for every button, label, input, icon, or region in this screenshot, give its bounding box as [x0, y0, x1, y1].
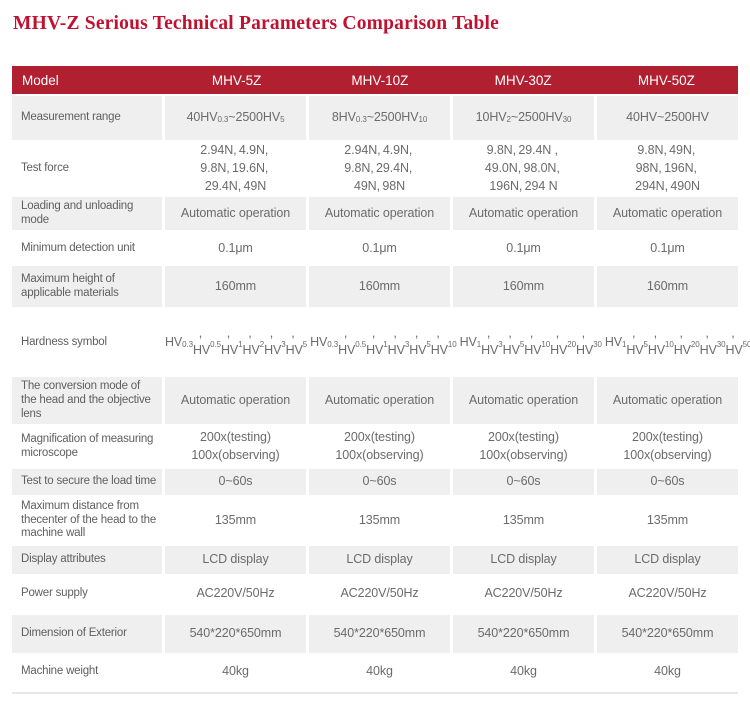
cell-value: Automatic operation — [309, 377, 450, 425]
row-label: The conversion mode of the head and the … — [12, 377, 162, 425]
cell-value: AC220V/50Hz — [597, 575, 738, 613]
cell-value: 0.1μm — [165, 232, 306, 265]
table-row: Display attributes LCD display LCD display… — [12, 545, 738, 574]
cell-value: 135mm — [309, 497, 450, 544]
table-row: Maximum distance from thecenter of the h… — [12, 497, 738, 544]
table-row: Measurement range 40HV 0.3 ~2500HV 5 8HV 0.3 ~2… — [12, 96, 738, 140]
table-body: Measurement range 40HV 0.3 ~2500HV 5 8HV 0.3 ~2… — [12, 96, 750, 690]
table-row: Dimension of Exterior 540*220*650mm 540*22… — [12, 614, 738, 653]
cell-value: 40kg — [309, 654, 450, 690]
row-label: Test force — [12, 142, 162, 196]
cell-value: 0~60s — [165, 469, 306, 496]
cell-value: 200x(testing) 100x(observing) — [165, 426, 306, 468]
row-label: Test to secure the load time — [12, 469, 162, 496]
cell-value: 540*220*650mm — [165, 614, 306, 653]
row-label: Loading and unloading mode — [12, 197, 162, 231]
cell-value: 135mm — [453, 497, 594, 544]
column-header: MHV-30Z — [494, 72, 552, 88]
cell-value: 540*220*650mm — [453, 614, 594, 653]
cell-value: 2.94N, 4.9N, 9.8N, 19.6N, 29.4N, 49N — [165, 142, 306, 196]
cell-value: Automatic operation — [165, 377, 306, 425]
cell-value: LCD display — [309, 545, 450, 574]
table-row: Power supply AC220V/50Hz AC220V/50Hz AC220V… — [12, 575, 738, 613]
cell-value: 9.8N, 29.4N , 49.0N, 98.0N, 196N, 294 N — [453, 142, 594, 196]
row-label: Dimension of Exterior — [12, 614, 162, 653]
row-label: Maximum height of applicable materials — [12, 266, 162, 308]
cell-value: HV 1, HV 5, HV 10, HV 20, HV 30, HV 50 — [604, 309, 750, 376]
cell-value: 200x(testing) 100x(observing) — [597, 426, 738, 468]
row-label: Display attributes — [12, 545, 162, 574]
cell-value: 160mm — [165, 266, 306, 308]
cell-value: AC220V/50Hz — [453, 575, 594, 613]
cell-value: 200x(testing) 100x(observing) — [309, 426, 450, 468]
cell-value: LCD display — [453, 545, 594, 574]
row-label: Measurement range — [12, 96, 162, 140]
cell-value: LCD display — [165, 545, 306, 574]
comparison-table: Model MHV-5Z MHV-10Z MHV-30Z MHV-50Z Measure… — [12, 66, 750, 694]
cell-value: 0~60s — [453, 469, 594, 496]
cell-value: 135mm — [597, 497, 738, 544]
cell-value: 8HV 0.3 ~2500HV 10 — [309, 96, 450, 140]
row-label: Power supply — [12, 575, 162, 613]
cell-value: 200x(testing) 100x(observing) — [453, 426, 594, 468]
cell-value: 40kg — [597, 654, 738, 690]
table-row: Hardness symbol HV 0.3, HV 0.5, HV 1, HV 2, H… — [12, 309, 750, 376]
cell-value: 540*220*650mm — [309, 614, 450, 653]
cell-value: 0.1μm — [453, 232, 594, 265]
table-row: Maximum height of applicable materials 16… — [12, 266, 738, 308]
cell-value: Automatic operation — [309, 197, 450, 231]
cell-value: 160mm — [597, 266, 738, 308]
cell-value: HV 0.3, HV 0.5, HV 1, HV 3, HV 5, HV 10 — [310, 309, 457, 376]
row-label: Maximum distance from thecenter of the h… — [12, 497, 162, 544]
cell-value: 9.8N, 49N, 98N, 196N, 294N, 490N — [597, 142, 738, 196]
cell-value: 135mm — [165, 497, 306, 544]
table-row: Machine weight 40kg 40kg 40kg 40kg — [12, 654, 738, 690]
cell-value: Automatic operation — [453, 377, 594, 425]
table-header-row: Model MHV-5Z MHV-10Z MHV-30Z MHV-50Z — [12, 66, 738, 94]
cell-value: 160mm — [453, 266, 594, 308]
cell-value: HV 0.3, HV 0.5, HV 1, HV 2, HV 3, HV 5 — [165, 309, 307, 376]
table-row: The conversion mode of the head and the … — [12, 377, 738, 425]
table-row: Minimum detection unit 0.1μm 0.1μm 0.1μm 0.1… — [12, 232, 738, 265]
column-header: MHV-50Z — [637, 72, 695, 88]
table-bottom-border — [12, 691, 738, 694]
cell-value: 0.1μm — [309, 232, 450, 265]
column-header: MHV-5Z — [211, 72, 262, 88]
cell-value: LCD display — [597, 545, 738, 574]
row-label: Machine weight — [12, 654, 162, 690]
cell-value: 0~60s — [309, 469, 450, 496]
column-header: Model — [22, 72, 59, 88]
cell-value: Automatic operation — [597, 377, 738, 425]
row-label: Magnification of measuring microscope — [12, 426, 162, 468]
table-row: Loading and unloading mode Automatic oper… — [12, 197, 738, 231]
cell-value: 2.94N, 4.9N, 9.8N, 29.4N, 49N, 98N — [309, 142, 450, 196]
cell-value: 40kg — [165, 654, 306, 690]
cell-value: HV 1, HV 3, HV 5, HV 10, HV 20, HV 30 — [459, 309, 602, 376]
cell-value: 160mm — [309, 266, 450, 308]
cell-value: 0.1μm — [597, 232, 738, 265]
cell-value: 10HV 2 ~2500HV 30 — [453, 96, 594, 140]
cell-value: 40kg — [453, 654, 594, 690]
page-title: MHV-Z Serious Technical Parameters Compa… — [13, 13, 499, 34]
row-label: Minimum detection unit — [12, 232, 162, 265]
cell-value: 0~60s — [597, 469, 738, 496]
cell-value: Automatic operation — [165, 197, 306, 231]
cell-value: Automatic operation — [453, 197, 594, 231]
cell-value: AC220V/50Hz — [165, 575, 306, 613]
table-row: Test force 2.94N, 4.9N, 9.8N, 19.6N, 29.4… — [12, 142, 738, 196]
cell-value: 540*220*650mm — [597, 614, 738, 653]
cell-value: Automatic operation — [597, 197, 738, 231]
table-row: Magnification of measuring microscope 200… — [12, 426, 738, 468]
cell-value: 40HV 0.3 ~2500HV 5 — [165, 96, 306, 140]
column-header: MHV-10Z — [351, 72, 409, 88]
table-row: Test to secure the load time 0~60s 0~60s 0~… — [12, 469, 738, 496]
row-label: Hardness symbol — [12, 309, 162, 376]
cell-value: 40HV~2500HV — [597, 96, 738, 140]
cell-value: AC220V/50Hz — [309, 575, 450, 613]
